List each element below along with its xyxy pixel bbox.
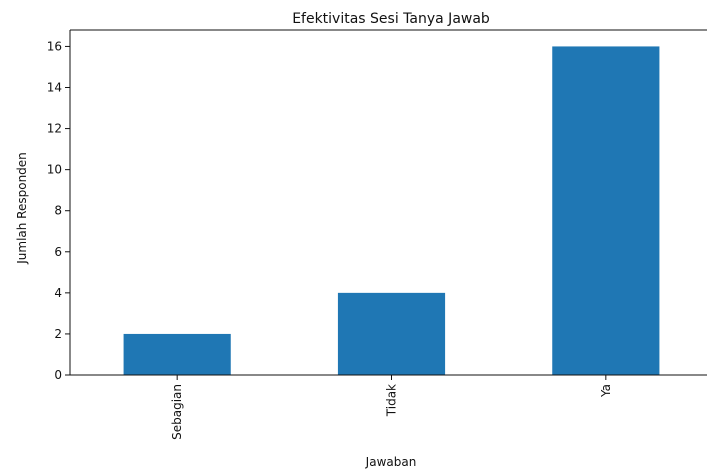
chart-title: Efektivitas Sesi Tanya Jawab xyxy=(292,11,490,27)
y-tick-label: 4 xyxy=(54,286,62,300)
y-tick-label: 14 xyxy=(47,81,62,95)
x-tick-label-ya: Ya xyxy=(599,384,613,398)
bar-tidak xyxy=(337,292,446,375)
y-tick-label: 16 xyxy=(47,39,62,53)
y-tick-label: 10 xyxy=(47,163,62,177)
y-tick-label: 6 xyxy=(54,245,62,259)
y-tick-label: 0 xyxy=(54,368,62,382)
y-tick-label: 8 xyxy=(54,204,62,218)
x-tick-label-tidak: Tidak xyxy=(385,384,399,417)
bar-ya xyxy=(552,46,660,376)
y-axis-label: Jumlah Responden xyxy=(15,152,29,265)
x-axis-label: Jawaban xyxy=(365,455,417,469)
y-tick-label: 2 xyxy=(54,327,62,341)
plot-area: Sebagian Tidak Ya 0 2 4 6 8 10 12 14 16 xyxy=(47,29,707,440)
bar-sebagian xyxy=(123,333,231,375)
x-tick-label-sebagian: Sebagian xyxy=(170,384,184,440)
y-tick-label: 12 xyxy=(47,122,62,136)
